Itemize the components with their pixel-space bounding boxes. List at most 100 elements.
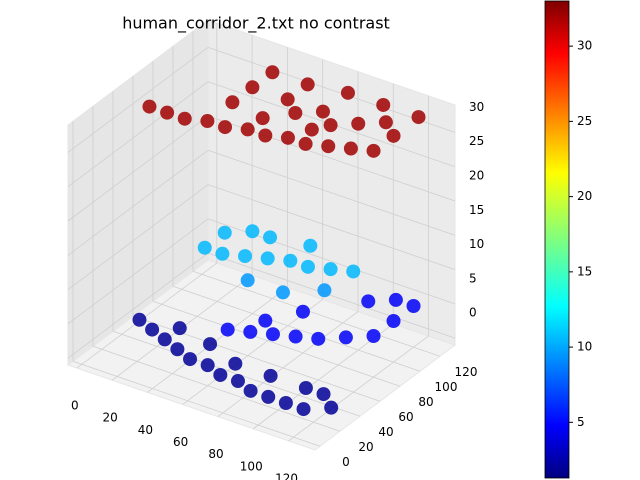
x-tick-label: 80 <box>208 447 223 461</box>
y-tick-label: 100 <box>435 380 458 394</box>
point <box>263 368 278 383</box>
point <box>157 332 172 347</box>
y-tick-label: 80 <box>418 395 433 409</box>
point <box>340 85 355 100</box>
point <box>343 141 358 156</box>
point <box>315 104 330 119</box>
point <box>296 402 311 417</box>
point <box>132 312 147 327</box>
point <box>406 299 421 313</box>
x-tick-label: 100 <box>240 459 263 473</box>
grid-line <box>207 184 456 270</box>
point <box>170 342 185 357</box>
point <box>260 251 275 266</box>
point <box>324 400 339 415</box>
z-tick-label: 5 <box>469 271 477 285</box>
point <box>386 128 401 143</box>
point <box>225 95 240 110</box>
point <box>177 111 192 126</box>
colorbar-tick-label: 15 <box>577 264 592 278</box>
point <box>200 358 215 373</box>
point <box>311 331 326 346</box>
grid-line <box>152 300 401 387</box>
point <box>300 77 315 92</box>
grid-line <box>192 270 441 357</box>
colorbar-tick-label: 25 <box>577 114 592 128</box>
point <box>243 324 258 339</box>
point <box>366 329 381 343</box>
x-tick-label: 0 <box>71 399 79 413</box>
point <box>386 314 401 328</box>
grid-line <box>67 115 209 222</box>
point <box>346 264 361 279</box>
point <box>255 111 270 126</box>
point <box>265 65 280 80</box>
point <box>317 283 332 298</box>
point <box>288 329 303 344</box>
point <box>288 106 303 120</box>
point <box>172 321 187 336</box>
z-tick-label: 20 <box>469 169 484 183</box>
point <box>203 337 218 352</box>
points <box>132 65 426 417</box>
point <box>278 396 293 410</box>
x-tick-label: 20 <box>102 411 117 425</box>
y-tick-label: 60 <box>398 410 413 424</box>
point <box>323 118 338 133</box>
point <box>245 80 260 95</box>
grid-line <box>207 252 456 339</box>
point <box>217 225 232 240</box>
grid-line <box>67 252 209 359</box>
point <box>238 249 253 264</box>
z-tick-label: 0 <box>469 306 477 320</box>
colorbar-tick-label: 5 <box>577 415 585 429</box>
x-tick-label: 40 <box>138 423 153 437</box>
colorbar-tick-label: 10 <box>577 340 592 354</box>
chart-title: human_corridor_2.txt no contrast <box>122 14 390 34</box>
grid-line <box>72 360 321 447</box>
point <box>303 238 318 253</box>
grid-line <box>147 287 288 393</box>
point <box>218 120 233 135</box>
point <box>220 322 235 337</box>
point <box>280 92 295 107</box>
grid-line <box>76 262 218 369</box>
z-tick-label: 25 <box>469 134 484 148</box>
point <box>200 114 215 129</box>
grid-line <box>92 345 341 432</box>
colorbar-tick-label: 30 <box>577 39 592 53</box>
point <box>321 139 336 154</box>
grid-line <box>67 218 209 325</box>
grid-line <box>172 285 421 372</box>
z-tick-label: 30 <box>469 100 484 114</box>
point <box>411 110 426 125</box>
point <box>280 130 295 145</box>
grid-line <box>67 149 209 256</box>
point <box>160 105 175 120</box>
panes <box>66 19 457 451</box>
grid-line <box>207 149 456 236</box>
colorbar <box>544 0 570 479</box>
grid-line <box>288 335 429 442</box>
z-tick-label: 15 <box>469 203 484 217</box>
point <box>388 292 403 307</box>
point <box>215 246 230 261</box>
point <box>304 122 319 137</box>
point <box>361 294 376 309</box>
point <box>240 122 255 137</box>
point <box>378 115 393 130</box>
colorbar-tick-label: 20 <box>577 189 592 203</box>
point <box>142 99 157 114</box>
z-tick-label: 10 <box>469 237 484 251</box>
point <box>275 285 290 300</box>
point <box>228 356 243 371</box>
point <box>243 383 258 398</box>
y-tick-label: 20 <box>358 440 373 454</box>
x-tick-label: 120 <box>275 471 298 480</box>
point <box>240 273 255 288</box>
point <box>295 304 310 319</box>
y-tick-label: 120 <box>455 365 478 379</box>
point <box>258 128 273 143</box>
grid-line <box>67 47 209 153</box>
